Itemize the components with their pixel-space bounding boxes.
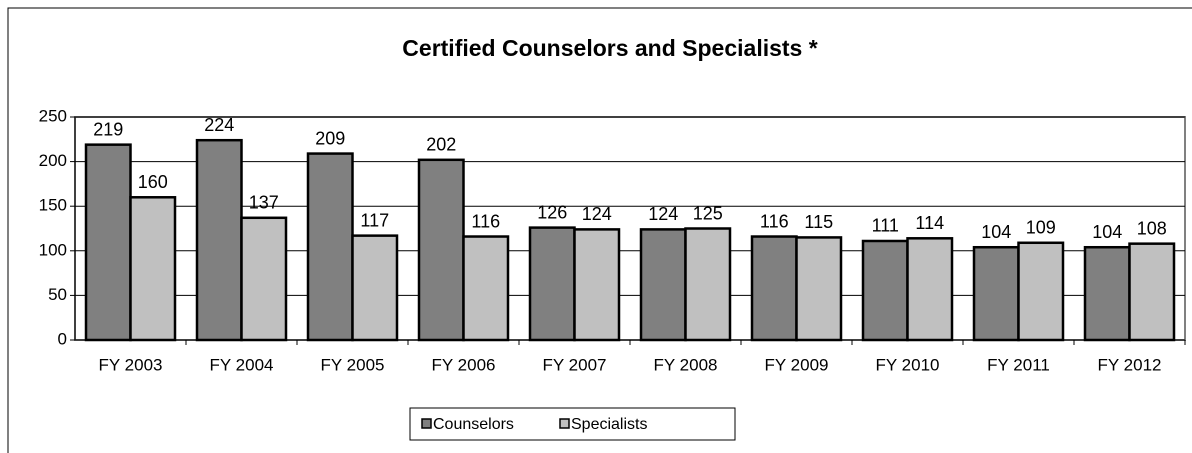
x-tick-label: FY 2010 bbox=[876, 355, 940, 374]
bar bbox=[462, 235, 510, 342]
bar bbox=[1017, 241, 1065, 342]
x-tick-label: FY 2012 bbox=[1098, 355, 1162, 374]
y-tick-label: 100 bbox=[39, 240, 67, 259]
x-tick-label: FY 2006 bbox=[432, 355, 496, 374]
data-label: 115 bbox=[804, 212, 833, 232]
bar bbox=[240, 216, 288, 342]
data-label: 111 bbox=[872, 216, 899, 236]
x-tick-label: FY 2004 bbox=[210, 355, 274, 374]
data-label: 137 bbox=[249, 193, 279, 213]
data-label: 219 bbox=[93, 119, 123, 139]
data-label: 124 bbox=[648, 204, 678, 224]
y-tick-label: 200 bbox=[39, 151, 67, 170]
data-label: 117 bbox=[360, 210, 389, 230]
data-label: 116 bbox=[760, 211, 789, 231]
data-label: 114 bbox=[915, 213, 944, 233]
bar bbox=[84, 143, 132, 342]
bar bbox=[972, 245, 1020, 342]
data-label: 224 bbox=[204, 115, 234, 135]
chart-title: Certified Counselors and Specialists * bbox=[402, 35, 817, 61]
data-label: 126 bbox=[537, 202, 567, 222]
y-tick-label: 50 bbox=[48, 285, 67, 304]
bar bbox=[861, 239, 909, 342]
x-tick-label: FY 2011 bbox=[987, 355, 1050, 374]
x-tick-label: FY 2007 bbox=[543, 355, 607, 374]
legend-swatch bbox=[421, 418, 432, 429]
data-label: 160 bbox=[138, 172, 168, 192]
y-tick-label: 150 bbox=[39, 196, 67, 215]
bar bbox=[129, 196, 177, 342]
bar bbox=[1083, 245, 1131, 342]
bar bbox=[417, 158, 465, 342]
data-label: 104 bbox=[1092, 222, 1122, 242]
x-tick-label: FY 2003 bbox=[99, 355, 163, 374]
data-label: 109 bbox=[1026, 218, 1056, 238]
bar bbox=[795, 236, 843, 342]
bar bbox=[750, 235, 798, 342]
x-tick-label: FY 2005 bbox=[321, 355, 385, 374]
data-label: 104 bbox=[981, 222, 1011, 242]
y-tick-label: 250 bbox=[39, 106, 67, 125]
bar bbox=[639, 228, 687, 342]
bar bbox=[306, 152, 354, 342]
legend-swatch bbox=[559, 418, 570, 429]
y-tick-label: 0 bbox=[58, 329, 67, 348]
bar bbox=[351, 234, 399, 342]
bar bbox=[1128, 242, 1176, 342]
x-tick-label: FY 2008 bbox=[654, 355, 718, 374]
data-label: 125 bbox=[693, 203, 723, 223]
bar bbox=[684, 227, 732, 342]
bar bbox=[906, 237, 954, 342]
data-label: 124 bbox=[582, 204, 612, 224]
legend-box bbox=[409, 407, 736, 441]
legend-label: Specialists bbox=[571, 416, 647, 433]
data-label: 202 bbox=[426, 135, 456, 155]
bar bbox=[528, 226, 576, 342]
data-label: 108 bbox=[1137, 218, 1167, 238]
legend-label: Counselors bbox=[433, 416, 514, 433]
x-tick-label: FY 2009 bbox=[765, 355, 829, 374]
bar bbox=[573, 228, 621, 342]
data-label: 209 bbox=[315, 128, 345, 148]
bar bbox=[195, 138, 243, 342]
data-label: 116 bbox=[471, 211, 500, 231]
